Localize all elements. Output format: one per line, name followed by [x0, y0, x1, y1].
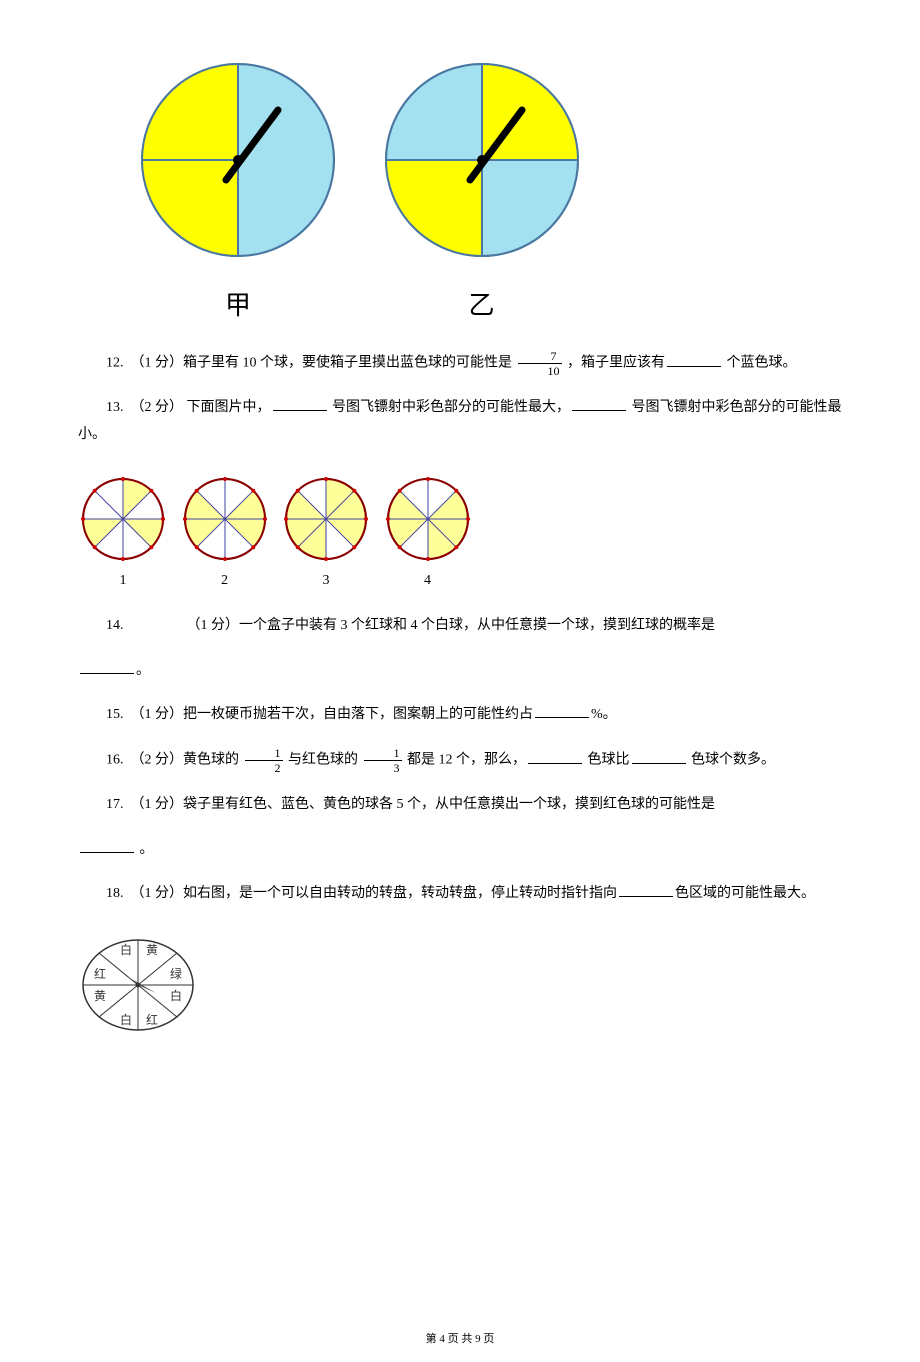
dart-3: 3: [281, 474, 371, 595]
q15-a: 15. （1 分）把一枚硬币抛若干次，自由落下，图案朝上的可能性约占: [106, 707, 533, 722]
q18-b: 色区域的可能性最大。: [675, 886, 815, 901]
svg-text:红: 红: [94, 966, 106, 981]
q16-d: 色球比: [588, 753, 630, 768]
spinner-figures: [138, 60, 842, 271]
question-14-line2: 。: [78, 658, 842, 685]
q16-frac-1: 12: [245, 747, 283, 774]
svg-text:红: 红: [146, 1012, 158, 1027]
svg-text:白: 白: [120, 1012, 132, 1027]
q12-fraction: 7 10: [518, 350, 562, 377]
q12-post: ，箱子里应该有: [567, 356, 665, 371]
q13-b: 号图飞镖射中彩色部分的可能性最大，: [332, 400, 570, 415]
q12-tail: 个蓝色球。: [727, 356, 797, 371]
spinner-b: [382, 60, 582, 260]
q18-a: 18. （1 分）如右图，是一个可以自由转动的转盘，转动转盘，停止转动时指针指向: [106, 886, 617, 901]
q14-b: 。: [136, 663, 150, 678]
dart-3-label: 3: [281, 568, 371, 595]
q16-b: 与红色球的: [288, 753, 362, 768]
blank[interactable]: [273, 396, 327, 411]
blank[interactable]: [80, 838, 134, 853]
q16-frac-2: 13: [364, 747, 402, 774]
spinner-a: [138, 60, 338, 260]
svg-text:黄: 黄: [94, 989, 106, 1003]
svg-text:绿: 绿: [170, 966, 182, 981]
question-13: 13. （2 分） 下面图片中， 号图飞镖射中彩色部分的可能性最大， 号图飞镖射…: [78, 395, 842, 448]
svg-text:白: 白: [120, 942, 132, 957]
spinner-label-a: 甲: [138, 281, 338, 330]
question-16: 16. （2 分）黄色球的 12 与红色球的 13 都是 12 个，那么， 色球…: [78, 747, 842, 774]
spinner-label-b: 乙: [382, 281, 582, 330]
q17-a: 17. （1 分）袋子里有红色、蓝色、黄色的球各 5 个，从中任意摸出一个球，摸…: [106, 797, 715, 812]
blank[interactable]: [572, 396, 626, 411]
question-17-line2: 。: [78, 837, 842, 864]
dart-1-label: 1: [78, 568, 168, 595]
q12-pre: 12. （1 分）箱子里有 10 个球，要使箱子里摸出蓝色球的可能性是: [106, 356, 512, 371]
question-12: 12. （1 分）箱子里有 10 个球，要使箱子里摸出蓝色球的可能性是 7 10…: [78, 350, 842, 377]
blank[interactable]: [80, 659, 134, 674]
blank[interactable]: [632, 749, 686, 764]
svg-text:黄: 黄: [146, 943, 158, 957]
dart-4: 4: [383, 474, 473, 595]
dart-4-label: 4: [383, 568, 473, 595]
spinner-labels: 甲 乙: [138, 281, 842, 330]
q17-b: 。: [136, 842, 154, 857]
q14-a: 14. （1 分）一个盒子中装有 3 个红球和 4 个白球，从中任意摸一个球，摸…: [106, 618, 715, 633]
dart-2: 2: [180, 474, 270, 595]
page: 甲 乙 12. （1 分）箱子里有 10 个球，要使箱子里摸出蓝色球的可能性是 …: [0, 60, 920, 1362]
question-17: 17. （1 分）袋子里有红色、蓝色、黄色的球各 5 个，从中任意摸出一个球，摸…: [78, 792, 842, 819]
dart-1: 1: [78, 474, 168, 595]
question-18: 18. （1 分）如右图，是一个可以自由转动的转盘，转动转盘，停止转动时指针指向…: [78, 881, 842, 908]
blank[interactable]: [619, 882, 673, 897]
dart-2-label: 2: [180, 568, 270, 595]
q16-c: 都是 12 个，那么，: [407, 753, 526, 768]
wheel-figure: 白 黄 绿 白 红 白 黄 红: [78, 930, 842, 1051]
q16-e: 色球个数多。: [691, 753, 775, 768]
q13-a: 13. （2 分） 下面图片中，: [106, 400, 271, 415]
svg-text:白: 白: [170, 988, 182, 1003]
q16-a: 16. （2 分）黄色球的: [106, 753, 243, 768]
q15-b: %。: [591, 707, 617, 722]
blank[interactable]: [667, 352, 721, 367]
blank[interactable]: [535, 703, 589, 718]
blank[interactable]: [528, 749, 582, 764]
page-footer: 第 4 页 共 9 页: [0, 1329, 920, 1350]
question-14: 14. （1 分）一个盒子中装有 3 个红球和 4 个白球，从中任意摸一个球，摸…: [78, 613, 842, 640]
question-15: 15. （1 分）把一枚硬币抛若干次，自由落下，图案朝上的可能性约占 %。: [78, 702, 842, 729]
dart-figures: 1 2: [78, 474, 842, 595]
